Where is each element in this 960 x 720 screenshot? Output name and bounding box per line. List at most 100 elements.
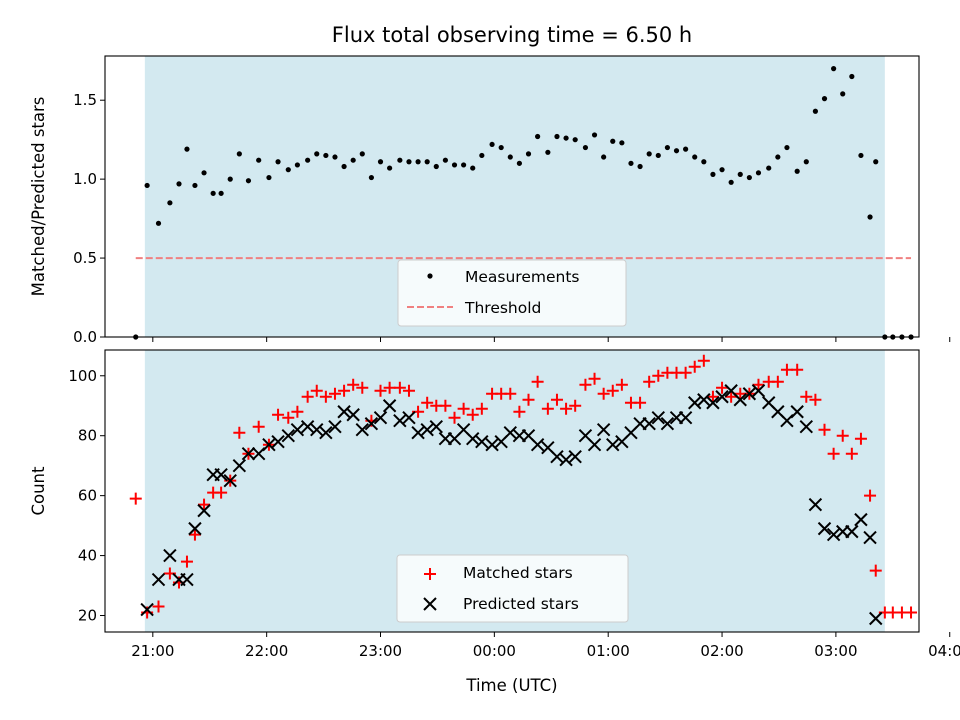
predicted-star-point xyxy=(869,611,883,626)
predicted-star-point xyxy=(706,396,720,410)
measurement-point xyxy=(397,157,403,163)
ratio-legend-box xyxy=(397,259,627,327)
y-tick-label: 20 xyxy=(78,607,97,625)
x-tick-label: 04:00 xyxy=(928,642,960,660)
measurement-point xyxy=(359,151,365,157)
measurement-point xyxy=(470,165,476,171)
matched-star-point xyxy=(854,432,867,445)
matched-star-point xyxy=(310,384,323,397)
chart-title: Flux total observing time = 6.50 h xyxy=(332,23,692,47)
predicted-star-point xyxy=(180,572,194,587)
predicted-star-point xyxy=(337,405,351,419)
matched-star-point xyxy=(688,360,701,373)
y-tick-label: 40 xyxy=(78,547,97,565)
matched-star-point xyxy=(188,528,201,541)
predicted-star-point xyxy=(151,572,166,587)
predicted-star-point xyxy=(290,423,305,437)
measurement-point xyxy=(784,144,790,151)
matched-star-point xyxy=(475,402,488,415)
matched-star-point xyxy=(252,420,265,433)
matched-star-point xyxy=(347,378,360,391)
y-tick-label: 1.5 xyxy=(73,91,97,109)
predicted-star-point xyxy=(715,390,729,404)
predicted-star-point xyxy=(262,437,276,452)
predicted-star-point xyxy=(642,417,656,431)
matched-star-point xyxy=(615,378,628,391)
predicted-star-point xyxy=(587,437,602,452)
count-marks xyxy=(129,354,918,626)
predicted-star-point xyxy=(660,417,675,431)
measurement-point xyxy=(525,151,532,157)
predicted-star-point xyxy=(197,503,211,518)
y-tick-label: 1.0 xyxy=(73,170,97,188)
matched-star-point xyxy=(706,390,719,403)
ratio-axes-frame xyxy=(104,55,920,338)
y-tick-label: 80 xyxy=(78,427,97,445)
predicted-star-point xyxy=(281,429,295,443)
legend-predicted-label: Predicted stars xyxy=(463,595,579,613)
measurement-point xyxy=(424,159,430,165)
legend-predicted-marker xyxy=(423,597,437,611)
predicted-star-point xyxy=(817,521,832,536)
measurement-point xyxy=(746,174,752,181)
predicted-star-point xyxy=(140,602,154,617)
x-tick-label: 01:00 xyxy=(587,642,630,660)
predicted-star-point xyxy=(826,527,841,542)
predicted-star-point xyxy=(402,411,416,425)
measurement-point xyxy=(210,190,216,196)
count-y-ticks: 20 40 60 80 100 xyxy=(68,367,105,625)
measurement-point xyxy=(323,152,329,159)
measurement-point xyxy=(489,141,495,148)
matched-star-point xyxy=(697,354,710,367)
predicted-star-point xyxy=(530,437,545,452)
measurement-point xyxy=(646,151,652,157)
matched-star-point xyxy=(338,384,351,397)
matched-star-point xyxy=(836,429,849,442)
predicted-star-point xyxy=(863,530,877,545)
matched-star-point xyxy=(457,402,470,415)
measurement-point xyxy=(812,108,819,114)
predicted-star-point xyxy=(733,393,747,407)
matched-star-point xyxy=(233,426,246,439)
predicted-star-point xyxy=(799,420,813,434)
matched-star-point xyxy=(818,423,831,436)
predicted-star-point xyxy=(271,434,285,449)
measurement-point xyxy=(415,159,421,165)
matched-star-point xyxy=(129,492,142,505)
predicted-star-point xyxy=(688,396,702,410)
measurement-point xyxy=(563,135,569,141)
matched-star-point xyxy=(800,390,813,403)
measurement-point xyxy=(498,144,504,151)
count-x-ticks: 21:00 22:00 23:00 00:00 01:00 02:00 03:00 04:00 xyxy=(131,632,960,660)
matched-star-point xyxy=(272,408,285,421)
matched-star-point xyxy=(569,399,582,412)
ratio-marks xyxy=(133,66,914,340)
measurement-point xyxy=(406,159,412,165)
measurement-point xyxy=(275,159,281,165)
measurement-point xyxy=(144,182,150,189)
matched-star-point xyxy=(291,405,304,418)
predicted-star-point xyxy=(845,524,859,539)
measurement-point xyxy=(236,151,242,157)
matched-star-point xyxy=(402,384,415,397)
matched-star-point xyxy=(827,447,840,460)
predicted-star-point xyxy=(310,423,324,437)
measurement-point xyxy=(192,182,198,189)
predicted-star-point xyxy=(223,473,237,488)
measurement-point xyxy=(461,162,467,168)
measurement-point xyxy=(719,167,725,173)
matched-star-point xyxy=(597,387,610,400)
predicted-star-point xyxy=(742,387,757,401)
y-tick-label: 0.5 xyxy=(73,249,97,267)
matched-star-point xyxy=(328,387,341,400)
matched-star-point xyxy=(531,375,544,388)
measurement-point xyxy=(655,152,661,159)
matched-star-point xyxy=(215,486,228,499)
measurement-point xyxy=(256,157,262,163)
matched-star-point xyxy=(606,384,619,397)
matched-star-point xyxy=(421,396,434,409)
measurement-point xyxy=(831,66,837,72)
measurement-point xyxy=(755,170,762,176)
y-tick-label: 100 xyxy=(68,367,97,385)
predicted-star-point xyxy=(393,414,407,428)
